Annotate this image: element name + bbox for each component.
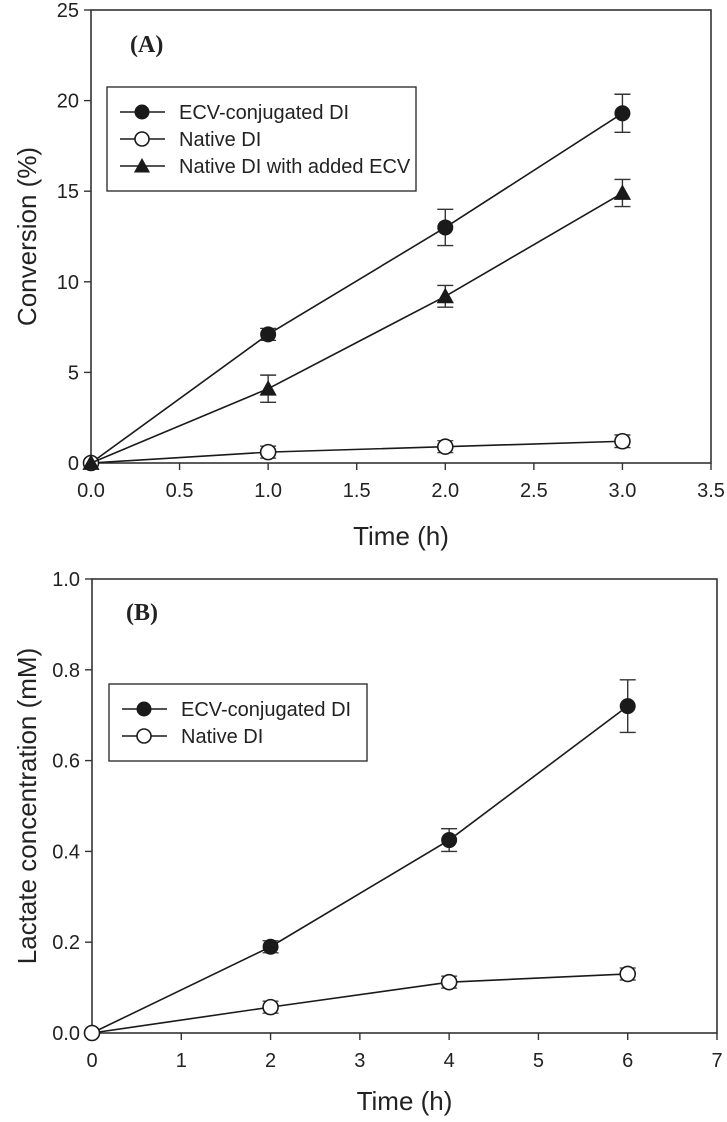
series-line: [90, 192, 623, 464]
x-tick-label: 2: [265, 1050, 276, 1072]
filled-circle-marker-icon: [437, 219, 454, 236]
filled-triangle-marker-icon: [436, 287, 454, 304]
series-line: [90, 440, 623, 464]
x-tick-label: 5: [533, 1050, 544, 1072]
x-tick-label: 3.5: [697, 480, 725, 502]
filled-triangle-marker-icon: [133, 157, 151, 173]
data-series: [82, 178, 632, 470]
filled-circle-marker-icon: [262, 938, 279, 955]
x-tick-label: 3: [354, 1050, 365, 1072]
legend: ECV-conjugated DI Native DI: [108, 683, 368, 762]
filled-circle-marker-icon: [134, 104, 150, 120]
x-tick-label: 1.0: [254, 480, 282, 502]
plot-frame: [91, 578, 718, 1034]
legend-label: ECV-conjugated DI: [181, 699, 351, 721]
series-line: [90, 112, 623, 464]
panel-label: (B): [126, 600, 158, 626]
x-tick-label: 1.5: [343, 480, 371, 502]
y-axis-label: Lactate concentration (mM): [12, 648, 42, 964]
legend-label: Native DI: [179, 129, 261, 151]
y-tick-label: 0.2: [52, 932, 80, 954]
x-tick-label: 7: [711, 1050, 722, 1072]
data-series: [83, 965, 637, 1042]
open-circle-marker-icon: [259, 443, 277, 461]
filled-triangle-marker-icon: [82, 454, 100, 470]
open-circle-marker-icon: [262, 998, 279, 1016]
x-tick-label: 1: [176, 1050, 187, 1072]
x-tick-label: 0: [86, 1050, 97, 1072]
open-circle-marker-icon: [83, 1024, 101, 1042]
y-tick-label: 1.0: [52, 569, 80, 591]
x-tick-label: 3.0: [609, 480, 637, 502]
y-tick-label: 0.4: [52, 841, 80, 863]
open-circle-marker-icon: [134, 131, 150, 147]
y-tick-label: 0.0: [52, 1023, 80, 1045]
y-tick-label: 0.8: [52, 660, 80, 682]
legend-label: Native DI: [181, 726, 263, 748]
y-tick-label: 5: [68, 362, 79, 384]
filled-circle-marker-icon: [441, 832, 458, 849]
open-circle-marker-icon: [436, 438, 454, 455]
filled-triangle-marker-icon: [259, 380, 277, 396]
x-axis-label: Time (h): [357, 1086, 453, 1116]
filled-triangle-marker-icon: [613, 184, 632, 200]
legend-label: Native DI with added ECV: [179, 156, 411, 178]
x-tick-label: 6: [622, 1050, 633, 1072]
legend: ECV-conjugated DI Native DI Native DI with…: [106, 86, 417, 192]
legend-box: [108, 683, 368, 762]
y-tick-label: 10: [57, 272, 79, 294]
x-axis-label: Time (h): [353, 521, 449, 551]
filled-circle-marker-icon: [614, 105, 631, 122]
series-line: [91, 705, 629, 1034]
x-tick-label: 4: [444, 1050, 455, 1072]
panel-a-chart: 0 5 10 15 20 25 0.0 0.5 1.0 1.5 2.0 2.5 3.0 3.5 Time (…: [12, 0, 725, 551]
x-tick-label: 2.0: [431, 480, 459, 502]
y-tick-label: 25: [57, 0, 79, 22]
y-tick-label: 0: [68, 453, 79, 475]
x-tick-label: 0.5: [166, 480, 194, 502]
y-tick-label: 20: [57, 91, 79, 113]
open-circle-marker-icon: [440, 973, 458, 991]
panel-label: (A): [130, 32, 163, 58]
filled-circle-marker-icon: [136, 701, 152, 717]
open-circle-marker-icon: [619, 965, 637, 983]
x-tick-label: 0.0: [77, 480, 105, 502]
open-circle-marker-icon: [614, 432, 631, 450]
legend-label: ECV-conjugated DI: [179, 102, 349, 124]
y-tick-label: 0.6: [52, 751, 80, 773]
plot-frame: [90, 9, 712, 464]
y-axis-label: Conversion (%): [12, 147, 42, 326]
filled-circle-marker-icon: [260, 326, 277, 343]
panel-b-chart: 0.0 0.2 0.4 0.6 0.8 1.0 0 1 2 3 4 5 6 7 Time (h) Lactat…: [12, 569, 723, 1116]
filled-circle-marker-icon: [619, 698, 636, 715]
y-tick-label: 15: [57, 181, 79, 203]
open-circle-marker-icon: [136, 728, 152, 744]
x-tick-label: 2.5: [520, 480, 548, 502]
series-line: [91, 973, 628, 1034]
